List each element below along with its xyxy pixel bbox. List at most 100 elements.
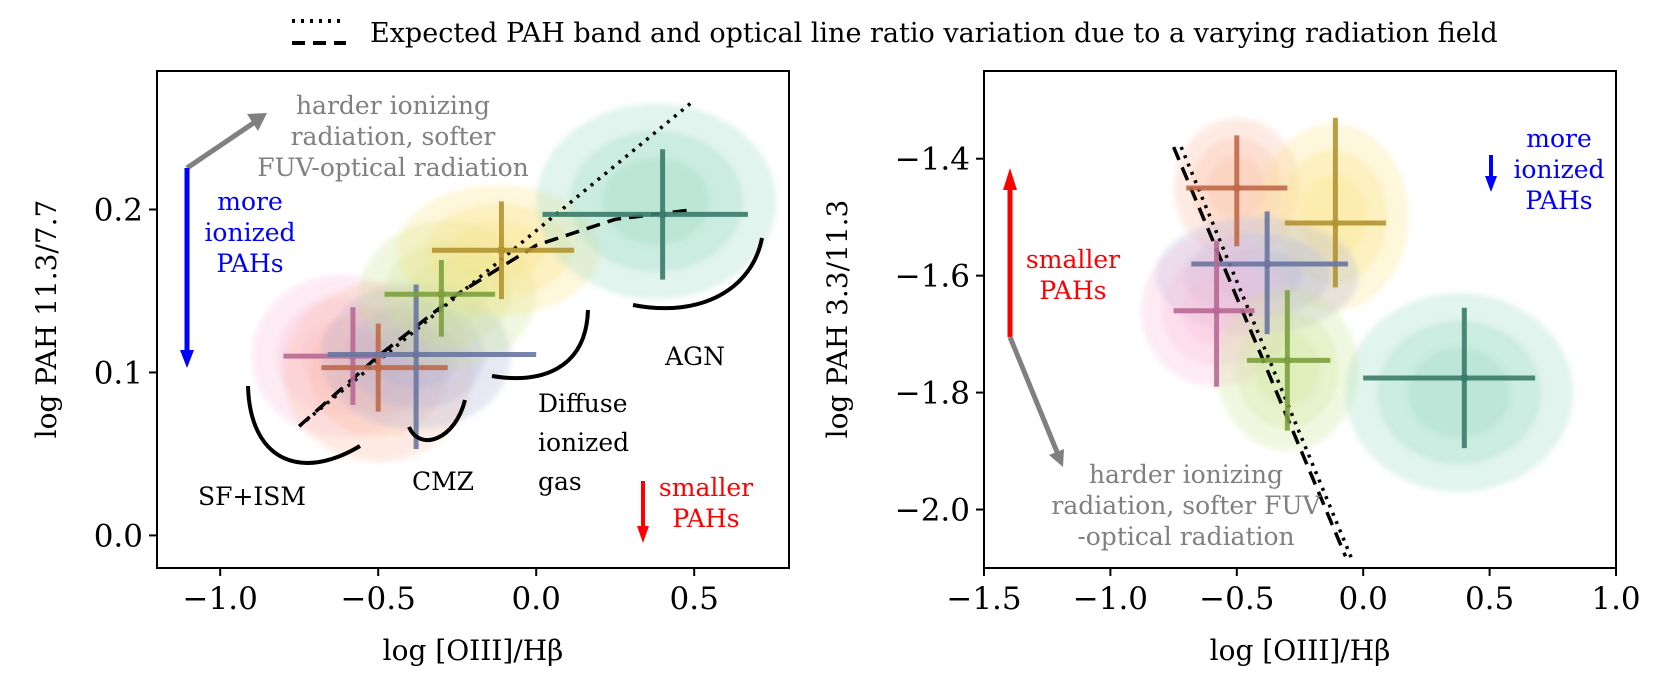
right-panel: −1.5 −1.0 −0.5 0.0 0.5 1.0 −1.4 −1.6 −1.8 −2.0 lo… bbox=[821, 70, 1641, 667]
left-ytick-label-1: 0.1 bbox=[94, 355, 143, 391]
left-more-ionized-annotation: more ionized PAHs bbox=[180, 168, 296, 368]
left-point-5-marker bbox=[658, 210, 667, 219]
right-point-1 bbox=[1284, 117, 1386, 288]
left-axis-ticks: −1.0 −0.5 0.0 0.5 0.0 0.1 0.2 bbox=[94, 193, 719, 617]
right-point-4 bbox=[1246, 290, 1331, 431]
legend: Expected PAH band and optical line ratio… bbox=[292, 18, 1498, 49]
right-more-ionized-line-1: more bbox=[1526, 124, 1592, 153]
left-group-brackets bbox=[246, 237, 764, 465]
legend-label: Expected PAH band and optical line ratio… bbox=[370, 18, 1498, 49]
label-diffuse-1: Diffuse bbox=[538, 389, 628, 418]
left-harder-line-2: radiation, softer bbox=[291, 122, 496, 151]
right-xtick-label-3: 0.0 bbox=[1339, 581, 1388, 617]
left-blue-arrow-head bbox=[180, 350, 194, 368]
right-dashed-line bbox=[1171, 146, 1348, 557]
right-point-5 bbox=[1363, 307, 1536, 449]
left-y-axis-label: log PAH 11.3/7.7 bbox=[30, 200, 63, 439]
left-gray-arrow-shaft bbox=[185, 119, 257, 171]
right-error-crosses bbox=[1173, 117, 1536, 449]
right-point-5-marker bbox=[1460, 373, 1469, 382]
left-smaller-line-1: smaller bbox=[659, 473, 753, 502]
bracket-diffuse bbox=[491, 309, 590, 381]
right-smaller-pahs-annotation: smaller PAHs bbox=[1003, 168, 1120, 337]
left-error-crosses bbox=[283, 149, 748, 450]
right-smaller-line-1: smaller bbox=[1026, 245, 1120, 274]
left-more-ionized-line-2: ionized bbox=[204, 218, 295, 247]
left-point-2-marker bbox=[412, 350, 421, 359]
right-point-4-marker bbox=[1283, 356, 1292, 365]
left-harder-radiation-annotation: harder ionizing radiation, softer FUV-op… bbox=[185, 91, 529, 182]
left-ytick-label-0: 0.0 bbox=[94, 518, 143, 554]
left-xtick-label-3: 0.5 bbox=[670, 581, 719, 617]
left-group-labels: SF+ISM CMZ Diffuse ionized gas AGN bbox=[198, 342, 725, 511]
right-point-0-marker bbox=[1232, 183, 1241, 192]
right-gray-arrow-head bbox=[1049, 449, 1064, 467]
left-point-1 bbox=[321, 323, 448, 412]
left-point-1-marker bbox=[374, 363, 383, 372]
right-density-5-level-2 bbox=[1408, 347, 1511, 438]
right-harder-line-3: -optical radiation bbox=[1077, 522, 1294, 551]
left-smaller-pahs-annotation: smaller PAHs bbox=[637, 473, 753, 543]
left-more-ionized-line-1: more bbox=[217, 187, 283, 216]
right-point-3 bbox=[1173, 240, 1255, 387]
right-point-2-marker bbox=[1263, 259, 1272, 268]
right-xtick-label-1: −1.0 bbox=[1073, 581, 1148, 617]
left-point-2 bbox=[327, 284, 537, 450]
right-xtick-label-4: 0.5 bbox=[1465, 581, 1514, 617]
right-point-3-marker bbox=[1212, 306, 1221, 315]
left-point-3 bbox=[384, 260, 496, 337]
right-more-ionized-annotation: more ionized PAHs bbox=[1485, 124, 1605, 215]
right-fit-lines bbox=[1171, 146, 1355, 563]
right-ytick-label-3: −2.0 bbox=[895, 493, 970, 529]
label-cmz: CMZ bbox=[412, 467, 474, 496]
left-smaller-line-2: PAHs bbox=[672, 504, 739, 533]
right-dotted-line bbox=[1179, 146, 1355, 563]
left-gray-arrow-head bbox=[247, 113, 267, 131]
left-ytick-label-2: 0.2 bbox=[94, 193, 143, 229]
right-more-ionized-line-2: ionized bbox=[1513, 155, 1604, 184]
left-point-4-marker bbox=[497, 246, 506, 255]
label-diffuse-3: gas bbox=[538, 467, 582, 496]
left-more-ionized-line-3: PAHs bbox=[216, 249, 283, 278]
right-ytick-label-2: −1.8 bbox=[895, 376, 970, 412]
left-red-arrow-head bbox=[637, 526, 649, 543]
left-point-4 bbox=[431, 201, 575, 300]
label-agn: AGN bbox=[664, 342, 725, 371]
label-sf-ism: SF+ISM bbox=[198, 482, 306, 511]
left-xtick-label-1: −0.5 bbox=[341, 581, 416, 617]
right-xtick-label-2: −0.5 bbox=[1199, 581, 1274, 617]
left-xtick-label-0: −1.0 bbox=[183, 581, 258, 617]
left-density-5-level-2 bbox=[602, 157, 711, 246]
left-point-3-marker bbox=[437, 290, 446, 299]
right-density-contours bbox=[1140, 117, 1574, 492]
right-y-axis-label: log PAH 3.3/11.3 bbox=[821, 200, 854, 439]
left-fit-lines bbox=[298, 98, 696, 428]
left-xtick-label-2: 0.0 bbox=[512, 581, 561, 617]
right-smaller-line-2: PAHs bbox=[1039, 276, 1106, 305]
right-more-ionized-line-3: PAHs bbox=[1525, 186, 1592, 215]
right-plot-frame bbox=[983, 70, 1617, 569]
right-harder-line-1: harder ionizing bbox=[1089, 460, 1283, 489]
right-ytick-label-0: −1.4 bbox=[895, 142, 970, 178]
right-point-1-marker bbox=[1331, 219, 1340, 228]
left-harder-line-1: harder ionizing bbox=[296, 91, 490, 120]
right-axis-ticks: −1.5 −1.0 −0.5 0.0 0.5 1.0 −1.4 −1.6 −1.8 −2.0 bbox=[895, 142, 1641, 617]
right-x-axis-label: log [OIII]/Hβ bbox=[1210, 634, 1391, 667]
left-harder-line-3: FUV-optical radiation bbox=[257, 153, 529, 182]
right-harder-line-2: radiation, softer FUV bbox=[1051, 491, 1321, 520]
right-gray-arrow-shaft bbox=[1007, 336, 1060, 453]
right-harder-radiation-annotation: harder ionizing radiation, softer FUV -o… bbox=[1007, 336, 1322, 551]
left-x-axis-label: log [OIII]/Hβ bbox=[383, 634, 564, 667]
right-xtick-label-5: 1.0 bbox=[1591, 581, 1640, 617]
left-panel: −1.0 −0.5 0.0 0.5 0.0 0.1 0.2 log [OIII]/Hβ lo… bbox=[30, 70, 790, 667]
right-red-arrow-head bbox=[1003, 168, 1017, 190]
right-point-0 bbox=[1186, 135, 1288, 247]
label-diffuse-2: ionized bbox=[538, 428, 629, 457]
bracket-agn bbox=[632, 237, 764, 311]
bracket-sf-ism bbox=[246, 385, 362, 465]
right-blue-arrow-head bbox=[1485, 176, 1497, 192]
right-xtick-label-0: −1.5 bbox=[946, 581, 1021, 617]
left-point-5 bbox=[542, 149, 748, 280]
bracket-cmz bbox=[407, 399, 467, 443]
